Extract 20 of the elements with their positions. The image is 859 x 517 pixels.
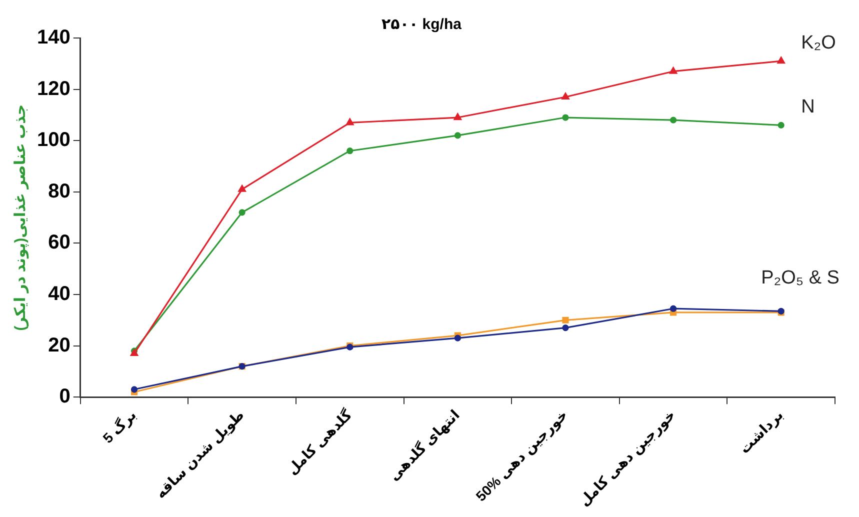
- x-tick-label: خورجین دهی کامل: [576, 406, 679, 510]
- x-tick-label: برداشت: [736, 406, 787, 458]
- y-tick-label: 80: [48, 180, 70, 202]
- annotation: P₂O₅ & S: [761, 268, 840, 289]
- series-label: K₂O: [801, 32, 836, 54]
- y-tick-label: 140: [36, 26, 70, 49]
- y-tick-label: 40: [48, 283, 70, 306]
- y-tick-label: 120: [36, 78, 70, 100]
- y-tick-label: 60: [48, 232, 70, 254]
- y-tick-label: 20: [48, 334, 70, 356]
- chart-title: ۲۵۰۰ kg/ha: [382, 16, 462, 34]
- y-tick-label: 0: [59, 386, 70, 408]
- x-tick-label: گلدهی کامل: [284, 406, 356, 478]
- x-tick-label: 50% خورجین دهی: [472, 406, 572, 506]
- y-axis-title: جذب عناصر غذایی(پوند در ایکر): [12, 104, 30, 331]
- series-label: N: [801, 96, 815, 118]
- y-tick-label: 100: [36, 129, 70, 152]
- x-tick-label: 5 برگ: [100, 406, 140, 447]
- x-tick-label: انتهای گلدهی: [386, 406, 464, 484]
- x-tick-label: طویل شدن ساقه: [152, 406, 248, 502]
